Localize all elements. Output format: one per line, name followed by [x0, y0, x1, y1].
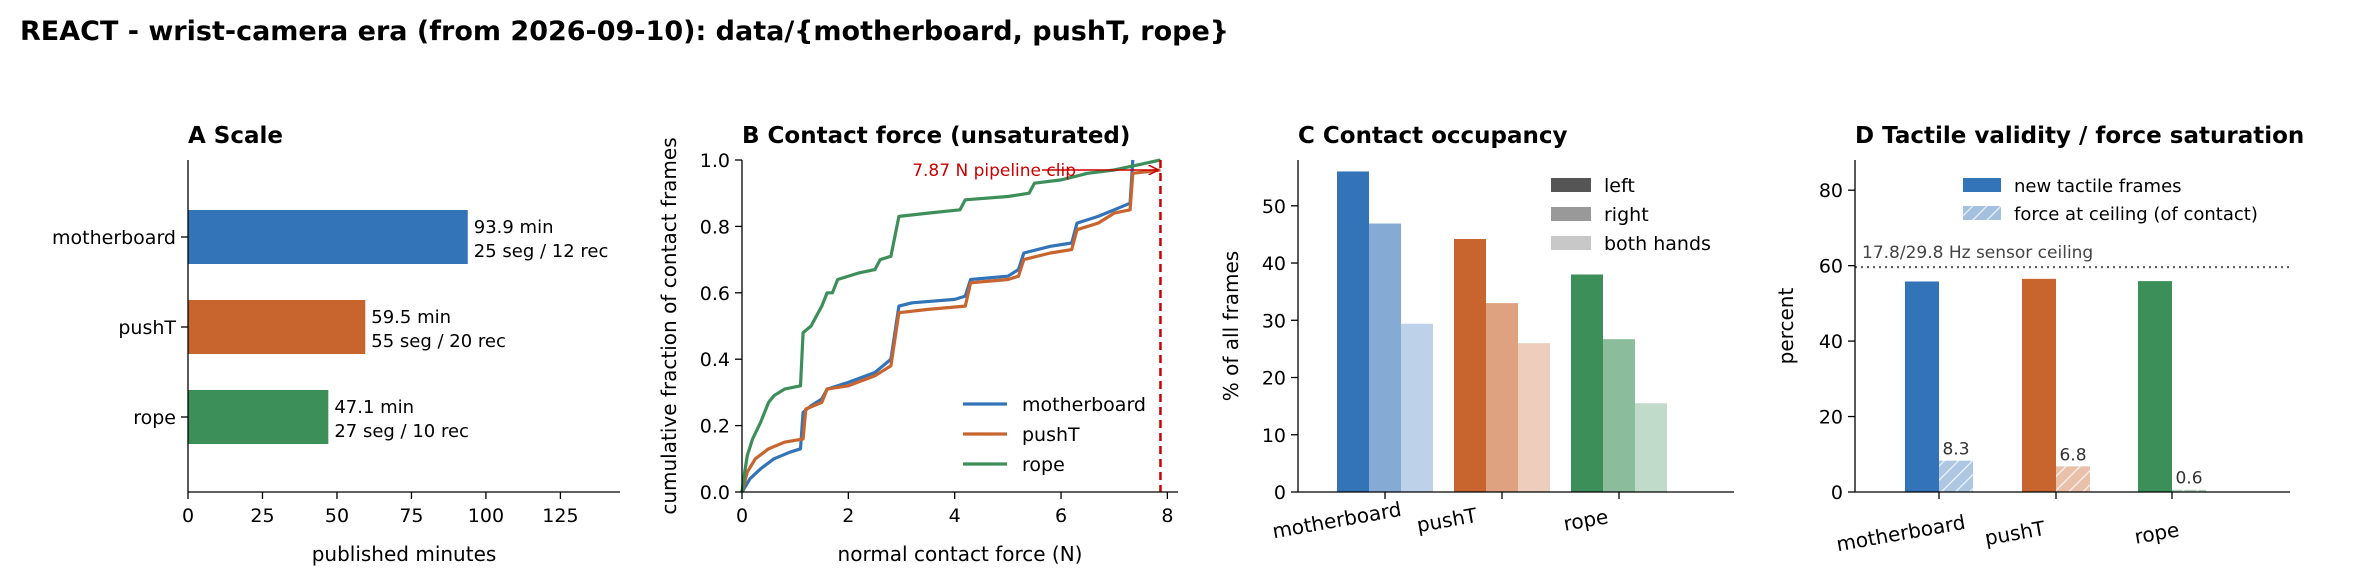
y-tick-label: 0.0 — [700, 482, 730, 504]
y-tick-label: 60 — [1819, 256, 1843, 278]
x-tick-label-rope: rope — [2133, 517, 2182, 548]
legend-label-motherboard: motherboard — [1022, 394, 1146, 416]
x-tick-label: 100 — [468, 505, 504, 527]
bar-annotation-minutes-motherboard: 93.9 min — [474, 217, 554, 238]
y-tick-label: 0.8 — [700, 216, 730, 238]
y-tick-label: 0.4 — [700, 349, 730, 371]
y-tick-label: 40 — [1819, 331, 1843, 353]
legend-swatch-force-at-ceiling — [1963, 206, 2001, 220]
bar-rope-force-at-ceiling — [2172, 489, 2206, 492]
bar-pushT-new-tactile-frames — [2022, 278, 2056, 492]
series-line-rope — [740, 158, 1161, 493]
x-tick-label: 8 — [1161, 505, 1173, 527]
bar-pushT-left — [1454, 238, 1486, 492]
bar-annotation-minutes-pushT: 59.5 min — [371, 307, 451, 328]
x-axis-label: published minutes — [312, 542, 497, 566]
clip-annotation: 7.87 N pipeline clip — [912, 161, 1076, 181]
legend-label-both-hands: both hands — [1604, 233, 1711, 255]
y-tick-label: 30 — [1262, 310, 1286, 332]
x-tick-label: 0 — [182, 505, 194, 527]
panel-c-title: C Contact occupancy — [1298, 123, 1568, 149]
legend-swatch-both-hands — [1551, 236, 1591, 250]
panel-b-title: B Contact force (unsaturated) — [742, 123, 1130, 149]
panel-d-tactile-validity: D Tactile validity / force saturation 17.… — [1774, 123, 2304, 556]
bar-pushT-both-hands — [1518, 343, 1550, 492]
bar-annotation-segments-motherboard: 25 seg / 12 rec — [474, 241, 609, 262]
y-tick-label: 1.0 — [700, 150, 730, 172]
x-tick-label: 50 — [325, 505, 349, 527]
y-tick-label-pushT: pushT — [118, 317, 176, 339]
x-axis-label: normal contact force (N) — [838, 542, 1083, 566]
data-label-pushT: 6.8 — [2059, 445, 2086, 465]
bar-pushT-force-at-ceiling — [2056, 466, 2090, 492]
bar-annotation-minutes-rope: 47.1 min — [334, 397, 414, 418]
legend-label-right: right — [1604, 204, 1649, 226]
y-tick-label: 20 — [1819, 407, 1843, 429]
legend-swatch-new-tactile-frames — [1963, 178, 2001, 192]
bar-motherboard-left — [1337, 171, 1369, 492]
x-tick-label-pushT: pushT — [1983, 516, 2048, 550]
legend-label-rope: rope — [1022, 454, 1065, 476]
y-tick-label-motherboard: motherboard — [52, 227, 176, 249]
y-tick-label: 50 — [1262, 196, 1286, 218]
y-axis-label: % of all frames — [1219, 251, 1243, 401]
bar-motherboard-right — [1369, 223, 1401, 492]
y-tick-label: 40 — [1262, 253, 1286, 275]
bar-rope-new-tactile-frames — [2138, 281, 2172, 492]
y-tick-label: 10 — [1262, 425, 1286, 447]
y-tick-label: 0 — [1831, 482, 1843, 504]
x-tick-label-rope: rope — [1562, 504, 1611, 535]
x-tick-label: 0 — [736, 505, 748, 527]
y-tick-label: 0 — [1274, 482, 1286, 504]
series-line-motherboard — [740, 159, 1135, 493]
legend-swatch-left — [1551, 178, 1591, 192]
legend-label-pushT: pushT — [1022, 424, 1080, 446]
x-tick-label: 125 — [542, 505, 578, 527]
panel-d-title: D Tactile validity / force saturation — [1855, 123, 2304, 149]
bar-motherboard-force-at-ceiling — [1939, 460, 1973, 492]
x-tick-label: 75 — [399, 505, 423, 527]
bar-pushT-right — [1486, 303, 1518, 492]
legend-label-left: left — [1604, 175, 1635, 197]
panel-a-title: A Scale — [188, 123, 283, 149]
bar-motherboard-both-hands — [1401, 323, 1433, 492]
panel-c-contact-occupancy: C Contact occupancy motherboard pushT rope 0… — [1219, 123, 1734, 543]
data-label-rope: 0.6 — [2175, 469, 2202, 489]
bar-annotation-segments-rope: 27 seg / 10 rec — [334, 421, 469, 442]
bar-pushT — [188, 300, 366, 354]
y-tick-label: 20 — [1262, 368, 1286, 390]
y-tick-label-rope: rope — [133, 407, 176, 429]
legend-label-new-tactile-frames: new tactile frames — [2014, 176, 2182, 197]
x-tick-label-motherboard: motherboard — [1270, 497, 1403, 543]
bar-rope-left — [1571, 274, 1603, 492]
bar-rope-right — [1603, 339, 1635, 492]
x-tick-label: 25 — [250, 505, 274, 527]
legend-label-force-at-ceiling: force at ceiling (of contact) — [2014, 204, 2258, 225]
data-label-motherboard: 8.3 — [1942, 440, 1969, 460]
bar-rope-both-hands — [1635, 403, 1667, 492]
series-line-pushT — [740, 168, 1161, 493]
x-tick-label: 2 — [842, 505, 854, 527]
panel-a-scale: A Scale motherboard 93.9 min 25 seg / 12 re… — [52, 123, 620, 566]
x-tick-label: 6 — [1055, 505, 1067, 527]
legend-swatch-right — [1551, 207, 1591, 221]
x-tick-label-motherboard: motherboard — [1834, 510, 1967, 556]
y-axis-label: cumulative fraction of contact frames — [657, 137, 681, 514]
sensor-ceiling-label: 17.8/29.8 Hz sensor ceiling — [1862, 243, 2093, 263]
y-tick-label: 0.2 — [700, 416, 730, 438]
y-tick-label: 0.6 — [700, 283, 730, 305]
bar-motherboard — [188, 210, 468, 264]
figure-title: REACT - wrist-camera era (from 2026-09-1… — [20, 16, 1229, 47]
x-tick-label-pushT: pushT — [1415, 503, 1480, 537]
panel-b-contact-force: B Contact force (unsaturated) 7.87 N pipe… — [657, 123, 1178, 566]
bar-annotation-segments-pushT: 55 seg / 20 rec — [371, 331, 506, 352]
bar-rope — [188, 390, 329, 444]
y-axis-label: percent — [1774, 288, 1798, 365]
x-tick-label: 4 — [949, 505, 961, 527]
bar-motherboard-new-tactile-frames — [1905, 281, 1939, 492]
y-tick-label: 80 — [1819, 180, 1843, 202]
